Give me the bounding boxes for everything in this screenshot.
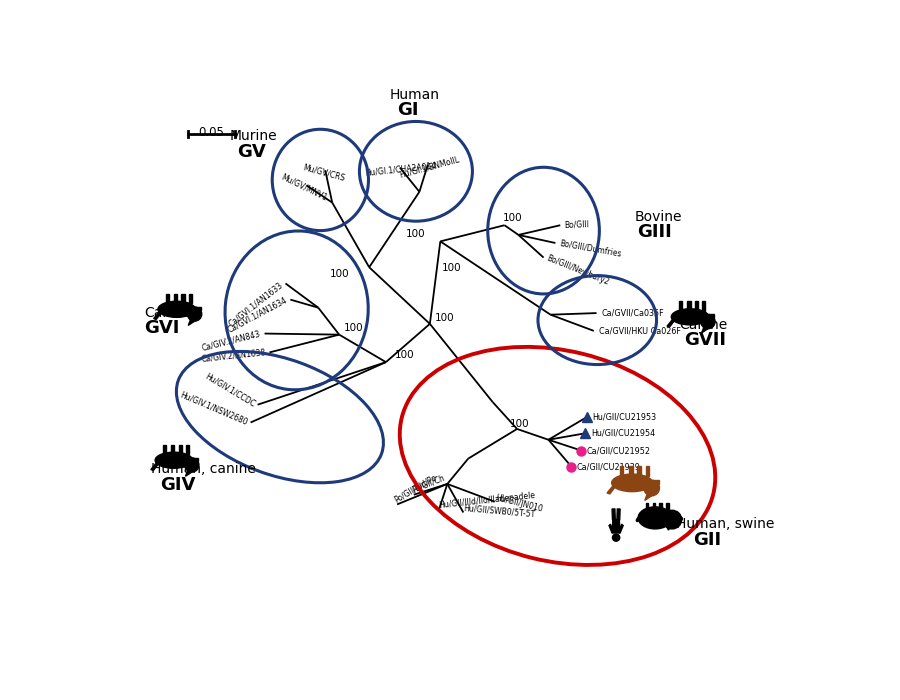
Polygon shape bbox=[660, 503, 662, 510]
Text: Hu/GII/CU21953: Hu/GII/CU21953 bbox=[592, 412, 656, 421]
Polygon shape bbox=[646, 503, 648, 510]
Text: GV: GV bbox=[237, 143, 266, 160]
Polygon shape bbox=[195, 307, 201, 310]
Text: Ca/GVII/Ca035F: Ca/GVII/Ca035F bbox=[602, 309, 664, 318]
Ellipse shape bbox=[158, 301, 195, 317]
Text: Bo/GIII/Dumfries: Bo/GIII/Dumfries bbox=[559, 239, 622, 258]
Polygon shape bbox=[163, 444, 166, 454]
Polygon shape bbox=[185, 470, 193, 476]
Text: 100: 100 bbox=[395, 350, 415, 360]
Text: GIV: GIV bbox=[160, 475, 195, 493]
Text: Ca/GVII/HKU Ca026F: Ca/GVII/HKU Ca026F bbox=[599, 326, 681, 335]
Polygon shape bbox=[193, 458, 198, 461]
Text: GVI: GVI bbox=[144, 319, 179, 337]
Polygon shape bbox=[708, 314, 715, 318]
Polygon shape bbox=[702, 301, 706, 311]
Text: Hu/GII/CU21954: Hu/GII/CU21954 bbox=[590, 429, 655, 438]
Ellipse shape bbox=[677, 517, 682, 521]
Polygon shape bbox=[616, 509, 620, 519]
Text: Ca/GVI.1/AN1634: Ca/GVI.1/AN1634 bbox=[226, 295, 289, 335]
Text: Canine: Canine bbox=[679, 318, 727, 332]
Text: Hu/GII/JN010: Hu/GII/JN010 bbox=[495, 493, 544, 514]
Text: 100: 100 bbox=[510, 419, 530, 428]
Text: Hu/GI.1/CHA2A014: Hu/GI.1/CHA2A014 bbox=[364, 162, 436, 178]
Polygon shape bbox=[644, 494, 652, 500]
Text: Murine: Murine bbox=[230, 130, 277, 144]
Text: 100: 100 bbox=[442, 263, 462, 273]
Ellipse shape bbox=[612, 474, 652, 491]
Polygon shape bbox=[702, 327, 708, 333]
Polygon shape bbox=[151, 462, 159, 470]
Text: Ca/GII/CU21939: Ca/GII/CU21939 bbox=[577, 462, 641, 471]
Polygon shape bbox=[666, 525, 671, 530]
Text: Hu/GII/IIId/IIo/IIadepadele: Hu/GII/IIId/IIo/IIadepadele bbox=[438, 491, 536, 510]
Text: Canine: Canine bbox=[144, 306, 192, 320]
Text: Bovine: Bovine bbox=[634, 210, 681, 224]
Text: 100: 100 bbox=[435, 314, 454, 323]
Text: Mu/GV/CRS: Mu/GV/CRS bbox=[302, 162, 346, 182]
Text: 100: 100 bbox=[503, 213, 523, 223]
Circle shape bbox=[701, 314, 716, 329]
Text: GI: GI bbox=[397, 101, 418, 119]
Text: GVII: GVII bbox=[685, 331, 726, 349]
Text: Ca/GIV.2/AN1638: Ca/GIV.2/AN1638 bbox=[201, 348, 266, 364]
Polygon shape bbox=[652, 503, 655, 510]
Polygon shape bbox=[171, 444, 175, 454]
Text: Po/GII/IIId/Po: Po/GII/IIId/Po bbox=[392, 473, 438, 505]
Polygon shape bbox=[154, 312, 162, 319]
Polygon shape bbox=[619, 524, 623, 533]
Text: Hu/GIV.1/NSW2680: Hu/GIV.1/NSW2680 bbox=[179, 390, 249, 426]
Text: GIII: GIII bbox=[637, 223, 671, 242]
Ellipse shape bbox=[155, 452, 193, 468]
Polygon shape bbox=[645, 466, 649, 477]
Polygon shape bbox=[186, 444, 189, 454]
Polygon shape bbox=[612, 519, 620, 533]
Polygon shape bbox=[189, 294, 192, 303]
Text: 100: 100 bbox=[405, 229, 425, 239]
Text: Human: Human bbox=[390, 88, 440, 102]
Text: Ca/GIV.2/AN843: Ca/GIV.2/AN843 bbox=[201, 329, 262, 353]
Polygon shape bbox=[174, 294, 177, 303]
Polygon shape bbox=[629, 466, 633, 477]
Text: Human, canine: Human, canine bbox=[151, 462, 256, 476]
Polygon shape bbox=[612, 509, 616, 519]
Circle shape bbox=[662, 510, 681, 529]
Ellipse shape bbox=[638, 507, 672, 529]
Polygon shape bbox=[679, 301, 682, 311]
Polygon shape bbox=[667, 319, 675, 327]
Polygon shape bbox=[637, 466, 641, 477]
Polygon shape bbox=[182, 294, 184, 303]
Text: Hu/GII/SWB0/5T-5T: Hu/GII/SWB0/5T-5T bbox=[464, 503, 536, 519]
Text: GII: GII bbox=[693, 531, 721, 549]
Circle shape bbox=[187, 307, 202, 321]
Polygon shape bbox=[688, 301, 690, 311]
Polygon shape bbox=[188, 319, 195, 326]
Polygon shape bbox=[666, 503, 669, 510]
Text: Hu/GI.1/BNMolIL: Hu/GI.1/BNMolIL bbox=[398, 155, 460, 179]
Text: Hu/GIV.1/CCDC: Hu/GIV.1/CCDC bbox=[203, 372, 256, 409]
Text: Human, swine: Human, swine bbox=[676, 517, 775, 531]
Ellipse shape bbox=[671, 309, 709, 325]
Text: Po/GII/Ch: Po/GII/Ch bbox=[410, 473, 446, 495]
Text: Bo/GIII/Newbury2: Bo/GIII/Newbury2 bbox=[545, 253, 611, 286]
Polygon shape bbox=[652, 480, 659, 484]
Circle shape bbox=[184, 458, 199, 472]
Text: 100: 100 bbox=[344, 323, 364, 332]
Text: Mu/GV/MNV1: Mu/GV/MNV1 bbox=[280, 172, 329, 202]
Polygon shape bbox=[179, 444, 182, 454]
Text: Bo/GIII: Bo/GIII bbox=[564, 220, 590, 230]
Circle shape bbox=[613, 534, 620, 541]
Text: Ca/GII/CU21952: Ca/GII/CU21952 bbox=[587, 446, 651, 455]
Text: 100: 100 bbox=[330, 269, 350, 279]
Text: 0.05: 0.05 bbox=[198, 127, 224, 139]
Circle shape bbox=[644, 480, 660, 496]
Polygon shape bbox=[695, 301, 698, 311]
Polygon shape bbox=[609, 524, 613, 533]
Polygon shape bbox=[166, 294, 168, 303]
Polygon shape bbox=[607, 485, 616, 494]
Text: Ca/GVI.1/AN1633: Ca/GVI.1/AN1633 bbox=[227, 280, 284, 328]
Polygon shape bbox=[620, 466, 624, 477]
